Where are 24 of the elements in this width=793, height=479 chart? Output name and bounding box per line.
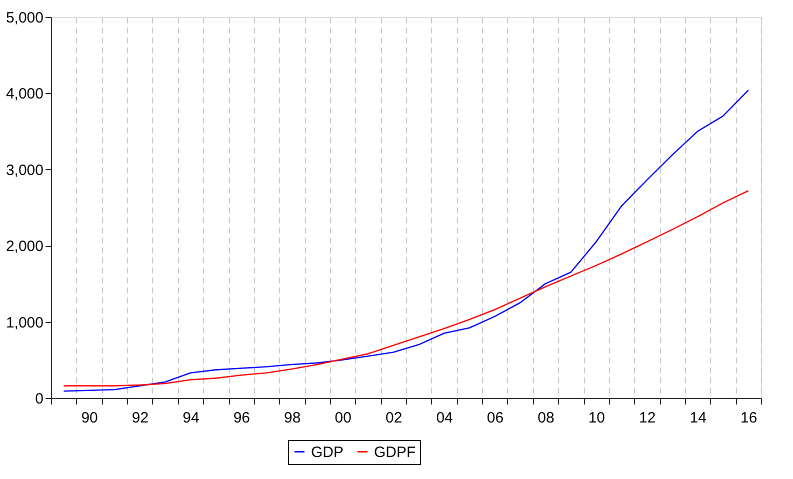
x-tick-label: 00: [334, 410, 352, 426]
x-tick-label: 98: [284, 410, 301, 426]
line-series: [63, 190, 749, 386]
x-tick-label: 02: [385, 410, 402, 426]
x-tick-label: 94: [182, 410, 200, 426]
x-tick-label: 06: [486, 410, 504, 426]
x-tick-label: 90: [81, 410, 98, 426]
x-tick-label: 96: [233, 410, 250, 426]
y-tick-label: 5,000: [6, 10, 44, 26]
legend-label: GDPF: [374, 444, 416, 461]
y-tick-label: 0: [35, 390, 44, 408]
line-series: [63, 90, 749, 392]
x-tick-label: 16: [740, 410, 758, 426]
x-tick-label: 14: [690, 410, 706, 426]
x-tick-label: 92: [132, 410, 149, 426]
y-tick-label: 2,000: [6, 238, 44, 256]
x-tick-label: 08: [538, 410, 554, 426]
legend-label: GDP: [311, 444, 344, 461]
x-tick-label: 10: [588, 410, 606, 426]
y-tick-label: 1,000: [6, 314, 44, 332]
y-tick-label: 3,000: [6, 162, 44, 179]
x-tick-label: 04: [436, 410, 453, 426]
x-tick-label: 12: [639, 410, 656, 426]
y-tick-label: 4,000: [6, 86, 44, 103]
